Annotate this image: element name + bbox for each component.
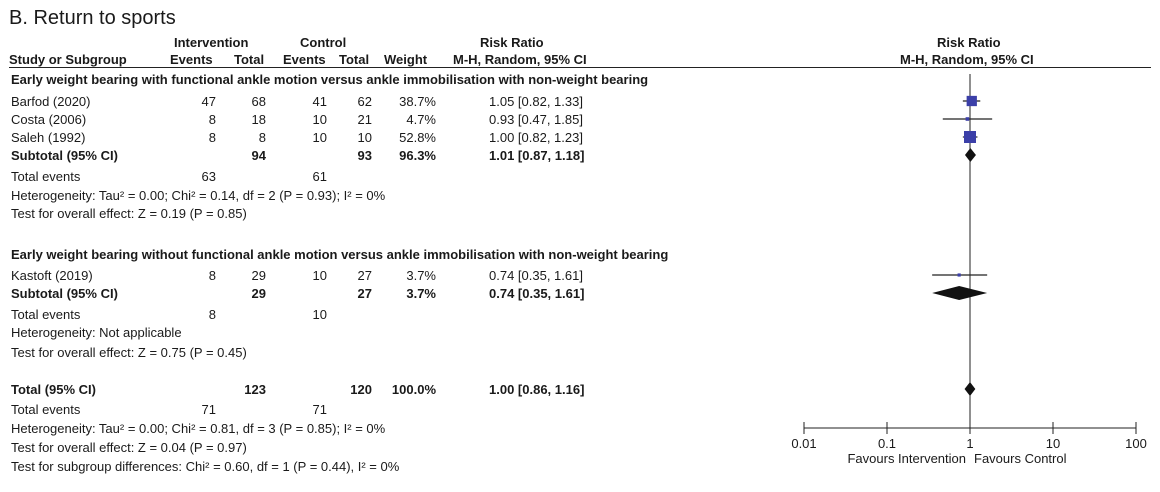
- header-risk-ratio: Risk Ratio: [480, 35, 544, 50]
- total-control: 21: [357, 112, 372, 127]
- events-intervention: 47: [201, 94, 216, 109]
- study-name: Costa (2006): [11, 112, 87, 127]
- study-marker: [965, 117, 970, 121]
- subtotal-ci: 1.01 [0.87, 1.18]: [489, 148, 585, 163]
- x-tick-label: 1: [966, 436, 973, 451]
- header-rule: [9, 67, 1151, 68]
- subtotal-weight: 96.3%: [399, 148, 436, 163]
- subtotal-total-intervention: 29: [251, 286, 266, 301]
- overall-effect-text: Test for overall effect: Z = 0.75 (P = 0…: [11, 345, 247, 360]
- subgroup-1-title: Early weight bearing with functional ank…: [11, 72, 649, 87]
- study-name: Saleh (1992): [11, 130, 86, 145]
- total-events-control: 61: [312, 169, 327, 184]
- pooled-diamond: [964, 148, 976, 162]
- total-ci: 1.00 [0.86, 1.16]: [489, 382, 585, 397]
- subtotal-label: Subtotal (95% CI): [11, 286, 118, 301]
- events-control: 41: [312, 94, 327, 109]
- weight: 52.8%: [399, 130, 436, 145]
- heterogeneity-text: Heterogeneity: Tau² = 0.00; Chi² = 0.14,…: [11, 188, 386, 203]
- total-events-label: Total events: [11, 402, 81, 417]
- total-overall-effect-text: Test for overall effect: Z = 0.04 (P = 0…: [11, 440, 247, 455]
- subgroup-differences-text: Test for subgroup differences: Chi² = 0.…: [11, 459, 400, 474]
- header-intervention: Intervention: [174, 35, 249, 50]
- total-intervention: 8: [258, 130, 266, 145]
- total-control: 10: [357, 130, 372, 145]
- subtotal-total-intervention: 94: [251, 148, 266, 163]
- events-control: 10: [312, 112, 327, 127]
- x-tick-label: 100: [1125, 436, 1147, 451]
- panel-title: B. Return to sports: [9, 7, 176, 29]
- study-marker: [964, 131, 976, 143]
- risk-ratio-ci: 1.05 [0.82, 1.33]: [489, 94, 583, 109]
- risk-ratio-ci: 0.74 [0.35, 1.61]: [489, 268, 583, 283]
- total-intervention: 29: [251, 268, 266, 283]
- total-events-intervention: 8: [208, 307, 216, 322]
- plot-header-method: M-H, Random, 95% CI: [900, 52, 1034, 67]
- total-events-control: 71: [312, 402, 327, 417]
- total-intervention: 18: [251, 112, 266, 127]
- weight: 4.7%: [406, 112, 436, 127]
- weight: 38.7%: [399, 94, 436, 109]
- header-events-control: Events: [283, 52, 326, 67]
- x-tick-label: 0.01: [791, 436, 816, 451]
- study-marker: [966, 95, 977, 107]
- total-total-intervention: 123: [244, 382, 266, 397]
- plot-header-title: Risk Ratio: [937, 35, 1001, 50]
- total-control: 27: [357, 268, 372, 283]
- header-total-intervention: Total: [234, 52, 265, 67]
- overall-effect-text: Test for overall effect: Z = 0.19 (P = 0…: [11, 206, 247, 221]
- subgroup-2-title: Early weight bearing without functional …: [11, 247, 669, 262]
- header-weight: Weight: [384, 52, 428, 67]
- x-tick-label: 0.1: [878, 436, 896, 451]
- study-name: Kastoft (2019): [11, 268, 93, 283]
- header-events-intervention: Events: [170, 52, 213, 67]
- heterogeneity-text: Heterogeneity: Not applicable: [11, 325, 182, 340]
- x-tick-label: 10: [1046, 436, 1060, 451]
- header-total-control: Total: [339, 52, 370, 67]
- total-events-intervention: 63: [201, 169, 216, 184]
- favours-control-label: Favours Control: [974, 451, 1067, 466]
- pooled-diamond: [964, 382, 976, 396]
- pooled-diamond: [932, 286, 988, 300]
- study-name: Barfod (2020): [11, 94, 91, 109]
- header-control: Control: [300, 35, 347, 50]
- events-control: 10: [312, 130, 327, 145]
- total-intervention: 68: [251, 94, 266, 109]
- header-study: Study or Subgroup: [9, 52, 127, 67]
- events-control: 10: [312, 268, 327, 283]
- subtotal-total-control: 27: [357, 286, 372, 301]
- total-weight: 100.0%: [391, 382, 436, 397]
- total-total-control: 120: [350, 382, 372, 397]
- favours-intervention-label: Favours Intervention: [847, 451, 966, 466]
- events-intervention: 8: [208, 130, 216, 145]
- total-label: Total (95% CI): [11, 382, 96, 397]
- events-intervention: 8: [208, 112, 216, 127]
- total-events-label: Total events: [11, 169, 81, 184]
- subtotal-label: Subtotal (95% CI): [11, 148, 118, 163]
- subtotal-ci: 0.74 [0.35, 1.61]: [489, 286, 585, 301]
- subtotal-weight: 3.7%: [406, 286, 436, 301]
- header-method: M-H, Random, 95% CI: [453, 52, 587, 67]
- weight: 3.7%: [406, 268, 436, 283]
- risk-ratio-ci: 0.93 [0.47, 1.85]: [489, 112, 583, 127]
- total-events-control: 10: [312, 307, 327, 322]
- study-marker: [957, 273, 961, 277]
- risk-ratio-ci: 1.00 [0.82, 1.23]: [489, 130, 583, 145]
- subtotal-total-control: 93: [357, 148, 372, 163]
- total-control: 62: [357, 94, 372, 109]
- total-events-intervention: 71: [201, 402, 216, 417]
- total-heterogeneity-text: Heterogeneity: Tau² = 0.00; Chi² = 0.81,…: [11, 421, 386, 436]
- total-events-label: Total events: [11, 307, 81, 322]
- events-intervention: 8: [208, 268, 216, 283]
